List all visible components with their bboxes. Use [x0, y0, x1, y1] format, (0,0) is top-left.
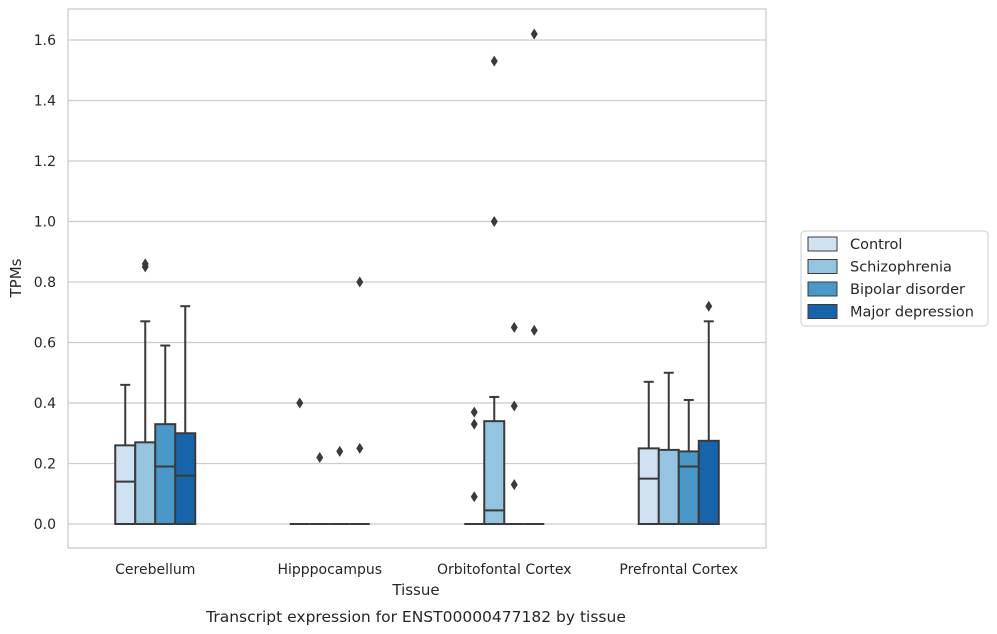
box-bipolar-disorder: [329, 445, 350, 525]
x-tick-label: Orbitofontal Cortex: [437, 562, 572, 578]
legend-label: Schizophrenia: [850, 260, 952, 276]
x-tick-label: Cerebellum: [115, 562, 195, 578]
outlier-point: [356, 442, 364, 454]
x-axis-label: Tissue: [391, 581, 439, 599]
box-major-depression: [524, 28, 545, 525]
box-schizophrenia: [134, 258, 157, 526]
box-bipolar-disorder: [504, 321, 525, 525]
box-plot-area: [114, 28, 720, 526]
legend-label: Major depression: [850, 305, 974, 321]
box-body: [134, 441, 157, 526]
legend-swatch: [807, 304, 838, 319]
box-schizophrenia: [657, 371, 680, 526]
y-tick-label: 1.0: [34, 215, 56, 231]
box-body: [154, 423, 177, 525]
outlier-point: [490, 216, 498, 227]
y-tick-label: 0.4: [34, 396, 56, 412]
x-axis-ticks: Cerebellum Hipppocampus Orbitofontal Corte…: [115, 562, 738, 578]
box-control: [464, 406, 485, 525]
box-schizophrenia: [309, 451, 330, 525]
outlier-point: [356, 276, 364, 288]
outlier-point: [316, 451, 324, 463]
outlier-point: [510, 321, 518, 333]
box-control: [114, 383, 137, 526]
x-tick-label: Prefrontal Cortex: [619, 562, 738, 578]
box-major-depression: [697, 300, 720, 525]
y-axis-ticks: 0.0 0.2 0.4 0.6 0.8 1.0 1.2 1.4 1.6: [34, 33, 56, 533]
outlier-point: [470, 406, 478, 418]
box-body: [483, 420, 506, 525]
legend-swatch: [807, 236, 838, 252]
box-body: [697, 439, 720, 525]
box-schizophrenia: [483, 55, 506, 525]
outlier-point: [470, 491, 478, 503]
plot-frame: [67, 8, 767, 549]
outlier-point: [530, 28, 538, 40]
y-tick-label: 0.8: [34, 275, 56, 291]
outlier-point: [490, 55, 498, 67]
outlier-point: [510, 479, 518, 491]
outlier-point: [530, 324, 538, 336]
box-major-depression: [349, 276, 370, 525]
box-major-depression: [174, 305, 197, 525]
box-bipolar-disorder: [677, 398, 700, 525]
outlier-point: [296, 397, 304, 409]
box-control: [289, 397, 310, 525]
box-control: [637, 380, 660, 525]
legend-frame: [800, 230, 989, 327]
y-tick-label: 0.0: [34, 517, 56, 533]
y-axis-label: TPMs: [7, 258, 25, 298]
y-tick-label: 0.6: [34, 336, 56, 352]
y-tick-label: 1.4: [34, 94, 56, 110]
outlier-point: [510, 400, 518, 412]
outlier-point: [470, 418, 478, 430]
legend-swatch: [807, 259, 838, 274]
box-body: [114, 444, 137, 526]
y-tick-label: 1.6: [34, 33, 56, 49]
box-bipolar-disorder: [154, 344, 177, 525]
box-body: [174, 432, 197, 525]
box-body: [677, 450, 700, 525]
legend-swatch: [807, 281, 838, 297]
outlier-point: [336, 445, 344, 457]
legend-label: Control: [850, 237, 902, 253]
legend-label: Bipolar disorder: [850, 282, 965, 298]
legend: Control Schizophrenia Bipolar disorder Majo…: [800, 230, 989, 327]
y-tick-label: 1.2: [34, 154, 56, 170]
box-body: [657, 448, 680, 526]
box-body: [637, 447, 660, 525]
chart-caption: Transcript expression for ENST0000047718…: [205, 608, 626, 626]
x-tick-label: Hipppocampus: [277, 562, 382, 578]
outlier-point: [705, 300, 713, 312]
outlier-point: [141, 258, 149, 270]
y-tick-label: 0.2: [34, 457, 56, 473]
